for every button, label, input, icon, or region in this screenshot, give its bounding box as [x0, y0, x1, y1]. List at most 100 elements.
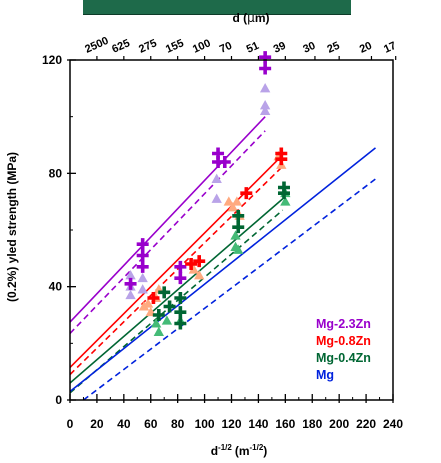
fit-line-solid	[69, 155, 282, 368]
top-tick-label: 20	[358, 40, 374, 56]
cross-point	[240, 187, 253, 200]
cross-point	[174, 306, 187, 319]
fit-line-dashed	[82, 178, 376, 401]
x-tick-label: 80	[171, 417, 185, 431]
x-axis-label-unit-exponent: -1/2	[250, 443, 264, 452]
cross-point	[124, 277, 137, 290]
triangle-point	[211, 193, 222, 203]
triangle-point	[230, 230, 241, 240]
top-tick-label: 625	[110, 37, 132, 55]
x-tick-label: 60	[144, 417, 158, 431]
top-tick-label: 39	[272, 40, 288, 56]
legend-entry: Mg-0.8Zn	[316, 334, 371, 348]
top-tick-label: 30	[301, 40, 317, 56]
fit-line-solid	[69, 116, 266, 323]
triangle-point	[233, 244, 244, 254]
cross-point	[152, 309, 165, 321]
x-axis-label-exponent: -1/2	[218, 443, 232, 452]
fit-line-dashed	[69, 130, 266, 334]
top-tick-label: 275	[137, 37, 159, 55]
triangle-point	[161, 315, 173, 325]
cross-point	[158, 286, 171, 299]
x-tick-label: 40	[117, 417, 131, 431]
top-tick-label: 155	[164, 37, 186, 55]
cross-point	[136, 249, 149, 262]
x-axis: 0 20 40 60 80 100 120 140 160 180 200 220 240	[67, 394, 403, 431]
cross-point	[232, 221, 245, 234]
top-axis-label-prefix: d (	[233, 11, 248, 25]
x-axis-label-main: d	[211, 444, 218, 458]
x-tick-label: 180	[302, 417, 322, 431]
triangle-point	[231, 196, 243, 206]
triangle-point	[259, 105, 271, 115]
legend-entry: Mg	[316, 368, 334, 382]
triangle-point	[194, 270, 205, 280]
top-axis: 2500 625 275 155 100 70 51 39 30 25 20 17	[83, 35, 398, 60]
x-tick-label: 200	[329, 417, 349, 431]
top-tick-label: 25	[326, 40, 342, 56]
x-axis-label-unit: (m	[235, 444, 250, 458]
cross-point	[232, 209, 245, 222]
triangle-point	[137, 272, 148, 283]
x-tick-label: 0	[67, 417, 74, 431]
top-axis-label-mu: μ	[247, 11, 255, 25]
x-tick-label: 160	[275, 417, 295, 431]
legend-entry: Mg-0.4Zn	[316, 351, 371, 365]
top-tick-label: 100	[191, 37, 213, 55]
triangle-point	[153, 326, 165, 337]
cross-point	[193, 255, 206, 268]
triangle-point	[259, 83, 271, 93]
triangle-point	[150, 318, 162, 328]
cross-point	[185, 258, 198, 270]
y-tick-label: 120	[42, 53, 62, 67]
plot-area	[69, 59, 394, 401]
cross-point	[163, 300, 176, 313]
x-tick-label: 220	[356, 417, 376, 431]
y-tick-label: 0	[55, 393, 62, 407]
y-axis-label: (0.2%) yled strength (MPa)	[5, 152, 19, 302]
cross-point	[174, 260, 187, 273]
x-tick-label: 120	[221, 417, 241, 431]
x-tick-label: 100	[195, 417, 215, 431]
cross-point	[147, 292, 160, 304]
data-markers	[124, 51, 291, 337]
triangle-point	[142, 298, 154, 308]
triangle-point	[125, 289, 136, 300]
y-axis: 0 40 80 120	[42, 53, 76, 407]
fit-line-dashed	[69, 209, 284, 394]
fit-line-solid	[69, 198, 284, 384]
top-tick-label: 2500	[83, 35, 110, 56]
top-tick-label: 70	[218, 40, 234, 56]
cross-point	[174, 292, 187, 304]
triangle-point	[223, 196, 234, 206]
x-tick-label: 140	[248, 417, 268, 431]
header-bar	[83, 0, 351, 15]
cross-point	[136, 260, 149, 273]
y-tick-label: 40	[49, 280, 63, 294]
cross-point	[218, 156, 231, 168]
cross-point	[277, 187, 290, 200]
x-axis-label: d-1/2 (m-1/2)	[211, 443, 268, 458]
cross-point	[174, 317, 187, 330]
x-tick-label: 20	[90, 417, 104, 431]
y-tick-label: 80	[49, 166, 63, 180]
cross-point	[259, 62, 272, 75]
top-tick-label: 17	[382, 40, 398, 56]
x-axis-label-close: )	[263, 444, 267, 458]
cross-point	[136, 238, 149, 251]
triangle-point	[137, 284, 148, 294]
fit-line-solid	[69, 147, 377, 393]
top-axis-label: d (μm)	[233, 11, 270, 25]
legend-entry: Mg-2.3Zn	[316, 317, 371, 331]
top-axis-label-suffix: m)	[255, 11, 270, 25]
x-tick-label: 240	[383, 417, 403, 431]
triangle-point	[211, 173, 222, 184]
cross-point	[174, 272, 187, 285]
cross-point	[259, 51, 272, 64]
cross-point	[275, 153, 288, 166]
top-tick-label: 51	[245, 40, 261, 56]
fit-line-dashed	[69, 167, 282, 376]
legend: Mg-2.3Zn Mg-0.8Zn Mg-0.4Zn Mg	[316, 317, 371, 382]
